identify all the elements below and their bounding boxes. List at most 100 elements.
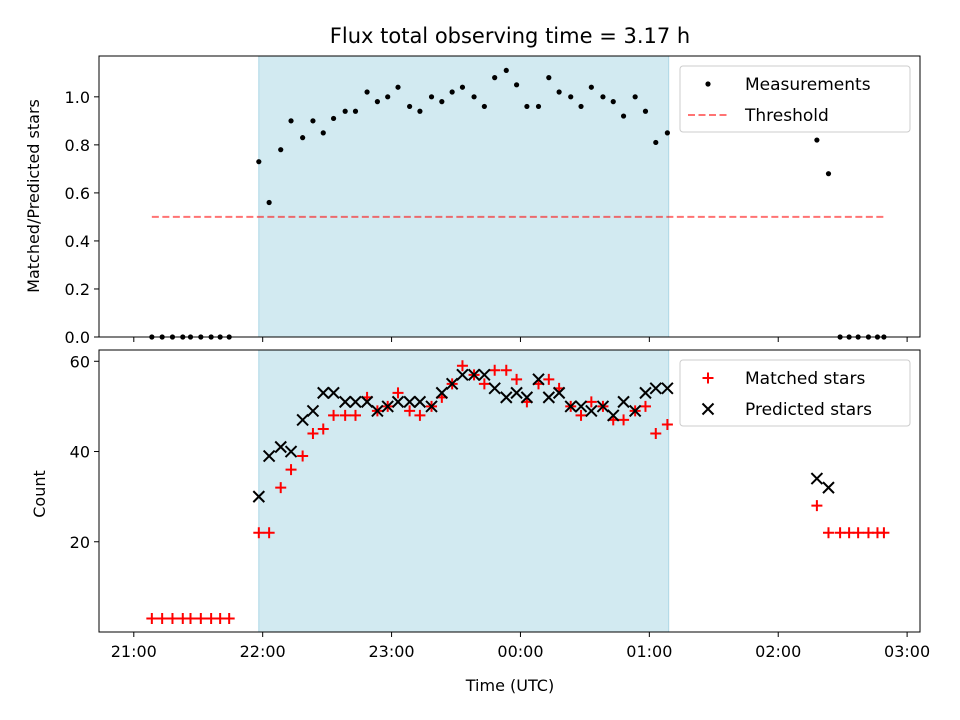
predicted-stars-point [338, 395, 352, 409]
matched-stars-point [489, 364, 501, 376]
matched-stars-point [456, 360, 468, 372]
measurements-point [814, 137, 820, 143]
predicted-stars-point [520, 391, 534, 404]
matched-stars-point [285, 464, 297, 476]
predicted-stars-point [585, 404, 598, 418]
predicted-stars-point [317, 386, 330, 400]
predicted-stars-point [413, 395, 427, 409]
matched-stars-point [822, 527, 834, 539]
predicted-stars-point [306, 404, 320, 418]
ratio-y-tick-label: 0.0 [65, 328, 90, 347]
measurements-point [428, 94, 435, 100]
x-tick-label: 03:00 [884, 642, 930, 661]
ratio-y-tick-label: 0.4 [65, 232, 90, 251]
ratio-legend: Measurements Threshold [679, 65, 911, 133]
x-tick-label: 01:00 [626, 642, 672, 661]
predicted-stars-point [532, 373, 545, 386]
matched-stars-point [404, 405, 416, 417]
measurements-point [503, 67, 509, 74]
measurements-point [330, 115, 337, 122]
predicted-stars-point [628, 404, 642, 418]
measurements-point [320, 130, 326, 136]
matched-stars-point [339, 409, 351, 421]
measurements-point [374, 99, 380, 105]
legend-label: Threshold [744, 106, 829, 126]
matched-stars-point [156, 612, 168, 624]
legend-marker [702, 372, 714, 384]
ratio-y-tick-label: 0.2 [65, 280, 90, 299]
measurements-point [439, 99, 445, 105]
predicted-stars-point [607, 409, 620, 422]
matched-stars-point [639, 400, 651, 412]
ratio-observing-window [258, 56, 670, 337]
measurements-point [449, 89, 455, 95]
ratio-y-tick-label: 1.0 [65, 88, 90, 107]
legend-box [679, 359, 911, 427]
predicted-stars-point [252, 490, 266, 503]
measurements-point [310, 118, 316, 124]
measurements-point [256, 159, 262, 165]
predicted-stars-point [500, 391, 513, 404]
x-tick-label: 22:00 [240, 642, 286, 661]
x-axis-label: Time (UTC) [465, 676, 554, 695]
matched-stars-point [650, 427, 662, 439]
x-tick-label: 21:00 [111, 642, 157, 661]
predicted-stars-point [435, 386, 449, 400]
predicted-stars-point [296, 413, 309, 427]
measurements-point [288, 118, 294, 124]
matched-stars-point [307, 427, 319, 439]
measurements-point [385, 94, 391, 100]
predicted-stars-point [574, 400, 588, 413]
ratio-y-axis-label: Matched/Predicted stars [24, 99, 43, 293]
legend-marker [701, 402, 715, 416]
counts-y-tick-label: 20 [70, 533, 90, 552]
matched-stars-point [478, 378, 490, 390]
counts-observing-window [258, 350, 670, 632]
ratio-y-tick-label: 0.6 [65, 184, 90, 203]
x-tick-label: 02:00 [755, 642, 801, 661]
counts-y-tick-label: 60 [70, 352, 90, 371]
predicted-stars-point [661, 382, 674, 395]
ratio-plot-area [151, 56, 884, 337]
predicted-stars-point [542, 391, 556, 404]
chart-title: Flux total observing time = 3.17 h [330, 24, 690, 48]
matched-stars-point [543, 373, 555, 385]
measurements-point [278, 147, 284, 153]
counts-plot-area [258, 350, 670, 632]
legend-box [679, 65, 911, 133]
measurements-point [459, 84, 466, 90]
legend-label: Matched stars [745, 369, 865, 389]
measurements-point [342, 108, 348, 114]
predicted-stars-point [564, 400, 577, 413]
predicted-stars-point [649, 382, 662, 395]
legend-label: Predicted stars [745, 400, 872, 420]
predicted-stars-point [639, 386, 652, 400]
measurements-point [642, 108, 649, 114]
predicted-stars-point [371, 404, 384, 418]
predicted-stars-point [510, 386, 523, 400]
matched-stars-point [263, 527, 275, 539]
predicted-stars-point [284, 445, 298, 458]
measurements-point [266, 199, 272, 206]
predicted-stars-point [425, 400, 438, 413]
measurements-point [395, 84, 401, 90]
matched-stars-point [297, 450, 309, 462]
count-y-axis-label: Count [30, 470, 49, 518]
measurements-point [300, 135, 306, 141]
measurements-point [632, 94, 638, 100]
measurements-point [546, 75, 552, 81]
predicted-stars-point [478, 368, 491, 382]
predicted-stars-point [262, 449, 276, 463]
matched-stars-point [349, 409, 361, 421]
measurements-point [352, 108, 359, 114]
matched-stars-point [392, 387, 404, 399]
predicted-stars-point [488, 382, 501, 395]
matched-stars-point [500, 364, 512, 376]
measurements-point [610, 99, 616, 105]
matched-stars-point [185, 612, 197, 624]
matched-stars-point [253, 527, 265, 539]
predicted-stars-point [596, 400, 610, 413]
matched-stars-point [195, 612, 207, 624]
measurements-point [492, 75, 498, 81]
